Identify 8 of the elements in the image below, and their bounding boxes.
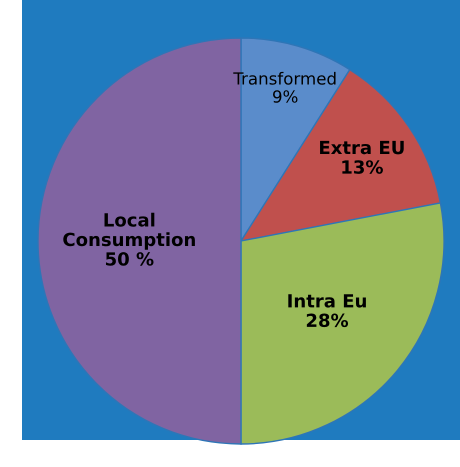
slice-label: Transformed [233,72,336,85]
slice-label: Local Consumption [63,212,195,250]
slice-label: Extra EU [320,140,404,154]
data-label: 13% [342,160,383,174]
data-label: 28% [306,314,348,328]
slice-label: Intra Eu [288,294,366,308]
data-label: 50 % [106,252,154,266]
data-label: 9% [273,90,298,103]
